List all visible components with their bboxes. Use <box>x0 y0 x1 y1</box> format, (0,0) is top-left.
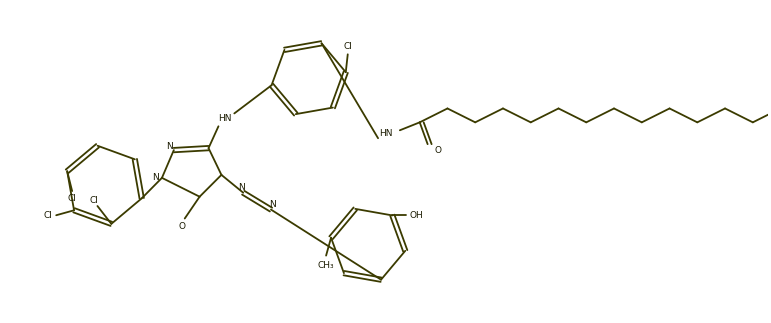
Text: Cl: Cl <box>89 195 98 204</box>
Text: O: O <box>434 146 441 155</box>
Text: N: N <box>270 200 276 209</box>
Text: O: O <box>178 222 185 231</box>
Text: HN: HN <box>379 129 392 138</box>
Text: N: N <box>167 141 173 151</box>
Text: Cl: Cl <box>68 194 76 203</box>
Text: Cl: Cl <box>44 211 52 220</box>
Text: OH: OH <box>409 211 423 220</box>
Text: N: N <box>153 173 160 182</box>
Text: N: N <box>238 183 244 192</box>
Text: Cl: Cl <box>343 42 352 51</box>
Text: HN: HN <box>217 114 231 123</box>
Text: CH₃: CH₃ <box>318 261 335 270</box>
